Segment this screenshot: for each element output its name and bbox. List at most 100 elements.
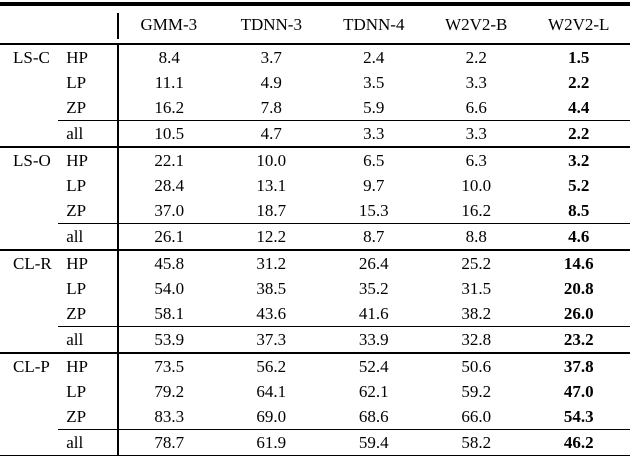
value-cell: 37.3 [220,326,323,353]
group-label-cell [0,173,58,198]
row-label-cell: all [58,223,119,250]
column-header-tdnn4: TDNN-4 [322,2,425,45]
value-cell: 58.1 [154,303,185,323]
value-cell: 35.2 [358,278,389,298]
value-cell: 25.2 [425,249,528,276]
table-row: all 26.1 12.2 8.7 8.8 4.6 [0,223,630,251]
value-cell: 59.4 [322,429,425,456]
value-cell: 26.4 [322,249,425,276]
row-label-cell: ZP [58,198,119,224]
value-cell: 3.3 [425,120,528,147]
table-row: ZP 83.3 69.0 68.6 66.0 54.3 [0,404,630,430]
value-cell: 32.8 [425,326,528,353]
table-row: ZP 16.2 7.8 5.9 6.6 4.4 [0,95,630,121]
row-label-cell: HP [58,352,119,379]
table-body: LS-C HP 8.4 3.7 2.4 2.2 1.5 LP 11.1 4.9 3.5 3.3 2.2 Z… [0,43,630,456]
table-row: LS-O HP 22.1 10.0 6.5 6.3 3.2 [0,146,630,173]
value-cell: 45.8 [117,249,221,276]
value-cell: 31.2 [220,249,323,276]
row-label-cell: HP [58,146,119,173]
value-cell: 52.4 [322,352,425,379]
value-cell: 33.9 [322,326,425,353]
value-cell: 38.2 [461,303,492,323]
row-label-cell: LP [58,379,119,404]
value-cell: 6.6 [465,97,487,117]
value-cell: 26.1 [117,223,221,250]
value-cell: 50.6 [425,352,528,379]
group-label-cell [0,404,58,430]
table-row: LP 28.4 13.1 9.7 10.0 5.2 [0,173,630,198]
group-label-cell [0,301,58,327]
value-cell: 3.3 [322,120,425,147]
table-row: LP 79.2 64.1 62.1 59.2 47.0 [0,379,630,404]
table-row: CL-R HP 45.8 31.2 26.4 25.2 14.6 [0,249,630,276]
group-label-cell [0,198,58,224]
value-cell: 53.9 [117,326,221,353]
value-cell: 6.5 [322,146,425,173]
value-cell: 4.7 [220,120,323,147]
value-cell: 83.3 [154,406,185,426]
group-label-cell [0,379,58,404]
value-cell: 69.0 [256,406,287,426]
value-cell: 12.2 [220,223,323,250]
table-row: all 10.5 4.7 3.3 3.3 2.2 [0,120,630,147]
table-row: CL-P HP 73.5 56.2 52.4 50.6 37.8 [0,352,630,379]
value-cell: 16.2 [154,97,185,117]
value-cell: 2.4 [322,43,425,70]
value-cell: 5.2 [568,175,590,195]
group-label-cell: CL-P [0,352,59,379]
value-cell: 2.2 [568,72,590,92]
value-cell: 43.6 [256,303,287,323]
value-cell: 62.1 [358,381,389,401]
group-label-cell [0,70,58,95]
value-cell: 10.0 [461,175,492,195]
group-label-cell [0,224,58,251]
value-cell: 3.7 [220,43,323,70]
column-header-w2v2b: W2V2-B [425,2,528,45]
value-cell: 8.8 [425,223,528,250]
group-label-cell: CL-R [0,249,59,276]
table-row: all 53.9 37.3 33.9 32.8 23.2 [0,326,630,353]
value-cell: 5.9 [363,97,385,117]
value-cell: 79.2 [154,381,185,401]
value-cell: 8.7 [322,223,425,250]
group-label-cell: LS-C [0,43,59,70]
value-cell: 54.3 [563,406,594,426]
header-row: GMM-3 TDNN-3 TDNN-4 W2V2-B W2V2-L [0,2,630,45]
value-cell: 10.5 [117,120,221,147]
group-label-cell: LS-O [0,146,59,173]
value-cell: 3.3 [465,72,487,92]
header-spacer [0,2,119,45]
value-cell: 59.2 [461,381,492,401]
table-row: ZP 37.0 18.7 15.3 16.2 8.5 [0,198,630,224]
value-cell: 9.7 [363,175,385,195]
value-cell: 1.5 [527,43,630,70]
value-cell: 18.7 [256,200,287,220]
row-label-cell: ZP [58,301,119,327]
table-row: LP 54.0 38.5 35.2 31.5 20.8 [0,276,630,301]
value-cell: 20.8 [563,278,594,298]
row-label-cell: HP [58,249,119,276]
value-cell: 61.9 [220,429,323,456]
value-cell: 46.2 [527,429,630,456]
row-label-cell: HP [58,43,119,70]
header-column-divider [116,13,119,39]
value-cell: 66.0 [461,406,492,426]
row-label-cell: all [58,120,119,147]
value-cell: 68.6 [358,406,389,426]
value-cell: 14.6 [527,249,630,276]
row-label-cell: all [58,326,119,353]
row-label-cell: all [58,429,119,456]
row-label-cell: ZP [58,404,119,430]
value-cell: 58.2 [425,429,528,456]
value-cell: 64.1 [256,381,287,401]
value-cell: 37.0 [154,200,185,220]
value-cell: 8.4 [117,43,221,70]
value-cell: 78.7 [117,429,221,456]
value-cell: 11.1 [154,72,184,92]
value-cell: 56.2 [220,352,323,379]
value-cell: 4.6 [527,223,630,250]
value-cell: 37.8 [527,352,630,379]
value-cell: 2.2 [527,120,630,147]
